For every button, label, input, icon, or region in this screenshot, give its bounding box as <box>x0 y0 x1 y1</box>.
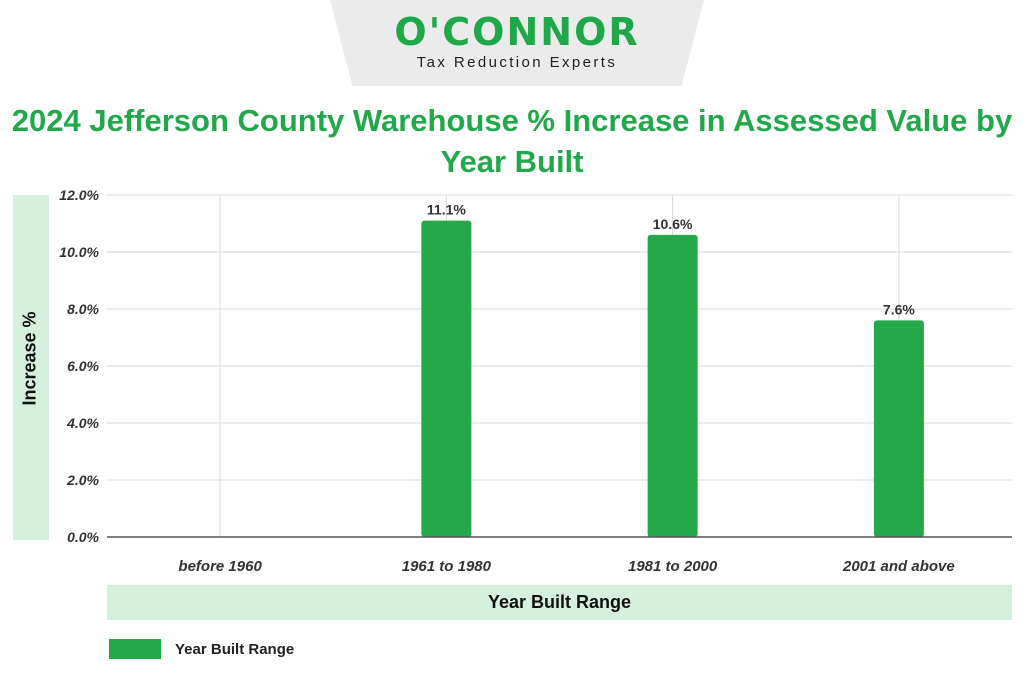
x-tick-label: 1981 to 2000 <box>628 558 718 575</box>
brand-logo: O'CONNOR <box>394 10 640 54</box>
logo-banner <box>330 0 704 86</box>
x-tick-label: before 1960 <box>178 558 262 575</box>
y-tick-label: 8.0% <box>67 301 99 317</box>
data-label: 10.6% <box>653 216 693 232</box>
y-tick-label: 2.0% <box>66 472 99 488</box>
x-tick-label: 2001 and above <box>842 558 955 575</box>
brand-tagline: Tax Reduction Experts <box>416 54 618 71</box>
chart-title: 2024 Jefferson County Warehouse % Increa… <box>11 103 1013 179</box>
y-tick-label: 10.0% <box>59 244 99 260</box>
x-axis-label: Year Built Range <box>107 585 1012 620</box>
bar <box>873 320 924 537</box>
y-tick-label: 6.0% <box>67 358 99 374</box>
legend-label: Year Built Range <box>175 640 295 658</box>
bar <box>647 234 698 537</box>
legend: Year Built Range <box>109 639 294 659</box>
legend-swatch <box>109 639 161 659</box>
bar <box>421 220 472 537</box>
data-label: 7.6% <box>883 301 915 317</box>
y-tick-label: 12.0% <box>59 187 99 203</box>
x-tick-label: 1961 to 1980 <box>402 558 492 575</box>
y-tick-label: 0.0% <box>67 529 99 545</box>
y-tick-label: 4.0% <box>66 415 99 431</box>
data-label: 11.1% <box>427 202 466 218</box>
y-axis-label-band <box>13 195 49 540</box>
